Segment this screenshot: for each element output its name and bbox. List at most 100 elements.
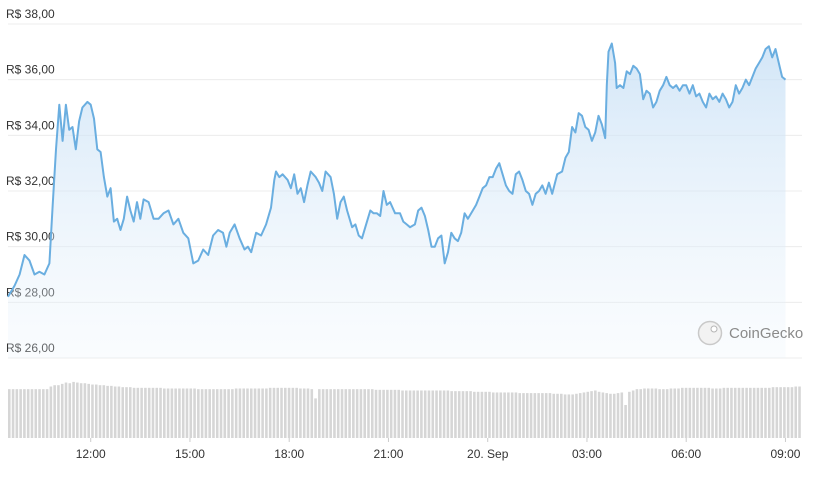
volume-bar [170,388,174,438]
coingecko-watermark: CoinGecko [697,320,803,346]
volume-bar [473,391,476,438]
price-line [7,42,787,298]
volume-bar [760,387,763,438]
volume-bar [321,389,325,438]
volume-bar [8,389,11,438]
volume-bar [159,387,162,438]
volume-bar [302,388,306,438]
volume-bar [529,393,533,438]
volume-bar [102,385,106,438]
volume-bar [586,391,590,438]
volume-bar [741,387,745,438]
volume-bar [457,391,461,438]
volume-bar [382,389,385,438]
volume-bar [212,389,215,438]
volume-bar [567,394,571,438]
volume-bar [257,388,261,438]
volume-bar [783,387,786,438]
volume-bar [200,389,204,438]
volume-bar [790,387,794,438]
volume-bar [609,393,612,438]
volume-bar [450,391,453,438]
volume-bar [215,389,219,438]
volume-bar [427,390,431,438]
volume-bar [344,389,348,438]
volume-bar [352,389,355,438]
price-area [8,43,786,358]
volume-bar [715,388,718,438]
volume-bar [518,393,522,438]
volume-bar [30,389,34,438]
volume-bar [798,386,801,438]
volume-bar [38,389,41,438]
volume-bar [26,389,30,438]
volume-bar [510,392,514,438]
volume-bar [537,393,540,438]
volume-bar [284,387,287,438]
volume-bar [45,389,49,438]
volume-bar [393,389,397,438]
volume-bar [408,390,412,438]
volume-bar [295,387,298,438]
volume-bar [684,387,688,438]
volume-bar [575,393,578,438]
volume-bar [435,390,438,438]
volume-bar [628,391,631,438]
volume-bar [83,383,87,438]
volume-bar [219,389,223,438]
volume-bar [261,388,264,438]
volume-bar [578,393,582,438]
volume-bar [231,389,234,438]
volume-bar [348,389,351,438]
volume-bar [291,387,295,438]
volume-bar [654,388,658,438]
volume-bar [722,387,726,438]
x-tick-label: 03:00 [572,447,602,461]
volume-bar [522,393,525,438]
volume-bar [386,389,389,438]
volume-bar [650,388,654,438]
volume-bar [514,392,518,438]
volume-bar [11,389,15,438]
volume-bar [238,388,242,438]
volume-bar [246,388,249,438]
volume-bar [544,393,548,438]
volume-bar [423,390,427,438]
volume-bar [64,382,68,438]
volume-bar [699,387,703,438]
volume-bar [363,389,366,438]
volume-bar [597,391,601,438]
volume-bar [310,389,314,438]
volume-bar [643,388,646,438]
volume-bar [355,389,359,438]
x-tick-label: 12:00 [76,447,106,461]
volume-bar [499,392,503,438]
volume-bar [249,388,253,438]
volume-bar [507,392,510,438]
volume-bar [749,387,752,438]
volume-bar [726,387,729,438]
volume-bar [19,389,22,438]
volume-bar [272,387,276,438]
volume-bar [132,387,136,438]
volume-bar [208,389,211,438]
volume-bar [446,390,450,438]
volume-bar [571,394,574,438]
volume-bar [98,385,102,438]
volume-bar [658,389,661,438]
volume-bar [181,388,185,438]
volume-bar [163,388,166,438]
volume-bar [265,388,268,438]
volume-bar [688,387,692,438]
volume-bar [488,391,491,438]
x-tick-label: 18:00 [274,447,304,461]
volume-bar [125,387,128,438]
volume-bar [94,384,98,438]
volume-bar [34,389,38,438]
y-tick-label: R$ 36,00 [6,63,55,77]
volume-bar [548,393,552,438]
volume-bar [276,387,280,438]
volume-bar [669,388,673,438]
x-tick-label: 15:00 [175,447,205,461]
volume-bar [325,389,329,438]
